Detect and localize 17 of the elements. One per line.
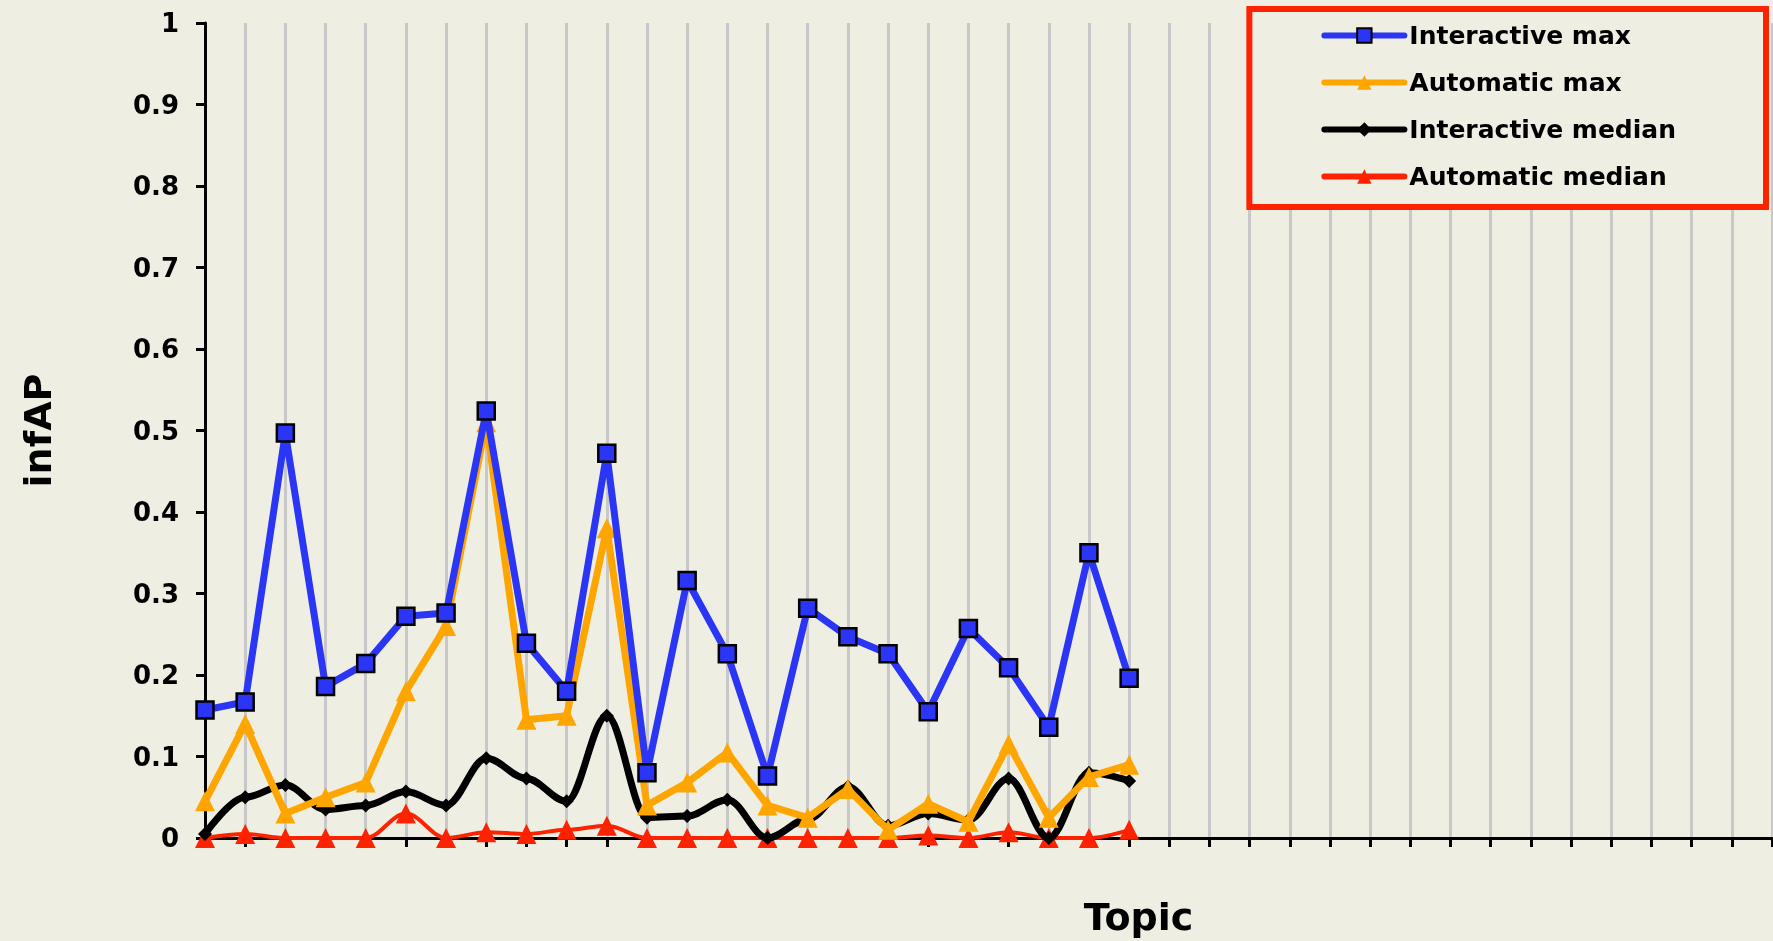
y-tick-label: 0.2 — [132, 660, 179, 690]
y-tick-label: 0.6 — [132, 334, 179, 364]
legend-label: Automatic max — [1409, 68, 1622, 97]
y-tick-label: 0.7 — [132, 252, 179, 283]
y-tick-label: 0.5 — [132, 415, 179, 446]
x-axis-title: Topic — [1083, 895, 1194, 939]
y-tick-label: 0.1 — [132, 741, 179, 772]
y-axis-title: infAP — [16, 373, 60, 488]
y-tick-label: 0 — [160, 823, 179, 853]
legend-label: Automatic median — [1409, 162, 1667, 191]
y-tick-label: 0.4 — [132, 497, 179, 527]
y-tick-label: 0.8 — [132, 171, 179, 201]
legend-label: Interactive median — [1409, 115, 1676, 144]
legend-label: Interactive max — [1409, 21, 1631, 50]
y-tick-label: 0.9 — [132, 89, 179, 120]
y-tick-label: 1 — [160, 8, 179, 38]
y-tick-label: 0.3 — [132, 578, 179, 609]
